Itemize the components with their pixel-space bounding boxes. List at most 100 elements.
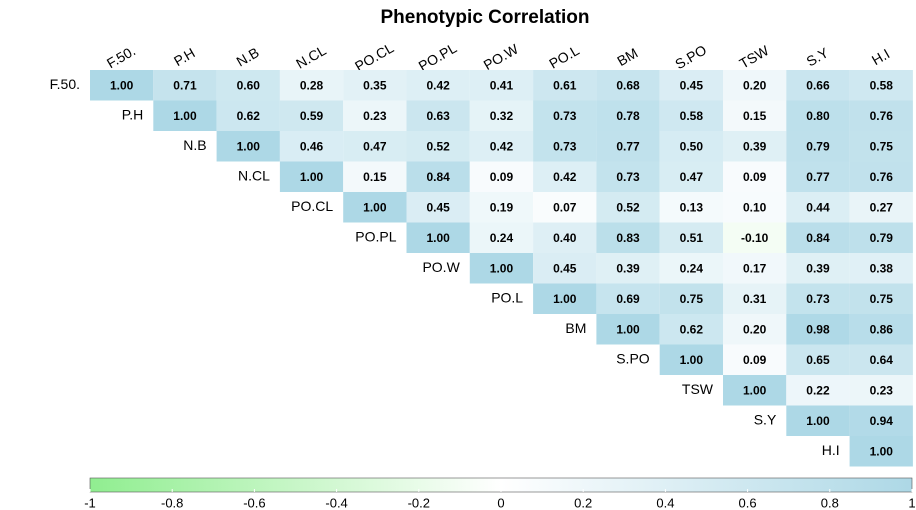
cell-label: 1.00 — [300, 170, 324, 184]
cell-label: 0.80 — [806, 109, 830, 123]
cell — [723, 344, 787, 375]
cell — [723, 131, 787, 162]
cell — [723, 314, 787, 345]
cell-label: 0.17 — [743, 261, 767, 275]
cell-label: 0.63 — [426, 109, 450, 123]
cell-label: 0.32 — [490, 109, 514, 123]
cell — [786, 314, 850, 345]
cell-label: 0.09 — [490, 170, 514, 184]
cell — [659, 344, 723, 375]
column-label: PO.W — [481, 40, 522, 73]
cell-label: 0.59 — [300, 109, 324, 123]
cell-label: 0.62 — [237, 109, 261, 123]
colorbar-tick-label: 1 — [908, 495, 915, 510]
cell-label: 0.58 — [680, 109, 704, 123]
row-label: F.50. — [50, 76, 80, 92]
cell-label: 0.38 — [870, 261, 894, 275]
column-label: P.H — [171, 45, 198, 70]
cell-label: 0.58 — [870, 78, 894, 92]
cell-label: 0.42 — [426, 78, 450, 92]
row-label: PO.W — [422, 259, 460, 275]
cell-label: 0.94 — [870, 414, 894, 428]
cell-label: 0.42 — [490, 139, 514, 153]
cell — [596, 314, 660, 345]
cell-label: 0.07 — [553, 200, 577, 214]
cell — [786, 222, 850, 253]
row-label: PO.L — [491, 289, 523, 305]
cell-label: 0.24 — [490, 231, 514, 245]
cell-label: 0.66 — [806, 78, 830, 92]
cell — [279, 70, 344, 101]
cell-label: 0.45 — [680, 78, 704, 92]
cell — [849, 375, 913, 406]
cell-label: 0.71 — [173, 78, 197, 92]
cell-label: 0.51 — [680, 231, 704, 245]
cell — [469, 222, 534, 253]
cell — [406, 222, 470, 253]
cell — [849, 131, 913, 162]
cell — [406, 100, 470, 131]
cell — [343, 100, 407, 131]
cell — [153, 70, 217, 101]
cell-label: 1.00 — [490, 261, 514, 275]
cell — [723, 283, 787, 314]
cell-label: 0.83 — [616, 231, 640, 245]
cell — [786, 375, 850, 406]
column-label: PO.PL — [416, 40, 460, 75]
cell — [659, 131, 723, 162]
cell — [469, 253, 534, 284]
cell-label: 0.52 — [616, 200, 640, 214]
cell — [596, 131, 660, 162]
cell — [786, 131, 850, 162]
cell — [659, 100, 723, 131]
cell — [533, 131, 597, 162]
cell — [723, 100, 787, 131]
cell — [723, 375, 787, 406]
cell — [659, 283, 723, 314]
cell — [279, 161, 344, 192]
cell-label: 0.24 — [680, 261, 704, 275]
cell — [659, 161, 723, 192]
cell-label: 0.61 — [553, 78, 577, 92]
cell — [723, 253, 787, 284]
cell — [90, 70, 154, 101]
colorbar-tick-label: 0.8 — [821, 495, 839, 510]
cell-label: 0.75 — [870, 292, 894, 306]
colorbar-tick-label: -0.6 — [243, 495, 265, 510]
row-label: S.Y — [754, 411, 777, 427]
colorbar-tick-label: -0.8 — [161, 495, 183, 510]
cell — [343, 131, 407, 162]
row-label: PO.PL — [355, 228, 396, 244]
cell — [406, 161, 470, 192]
chart-title: Phenotypic Correlation — [380, 7, 589, 28]
column-label: PO.CL — [352, 39, 397, 74]
cell — [849, 344, 913, 375]
cell — [596, 192, 660, 223]
cell — [849, 192, 913, 223]
cell-label: 0.27 — [870, 200, 894, 214]
cell — [406, 192, 470, 223]
row-label: S.PO — [616, 350, 650, 366]
cell — [279, 100, 344, 131]
cell — [849, 283, 913, 314]
cell — [406, 70, 470, 101]
cell-label: 0.09 — [743, 170, 767, 184]
cell — [343, 161, 407, 192]
cell — [343, 70, 407, 101]
cell-label: 0.42 — [553, 170, 577, 184]
cell-label: 0.76 — [870, 170, 894, 184]
cell — [469, 161, 534, 192]
cell-label: 0.73 — [553, 139, 577, 153]
cell — [533, 192, 597, 223]
cell — [469, 100, 534, 131]
cell-label: 0.76 — [870, 109, 894, 123]
cell — [279, 131, 344, 162]
colorbar-tick-label: -0.4 — [325, 495, 347, 510]
cell-label: 0.75 — [680, 292, 704, 306]
cell — [723, 70, 787, 101]
cell-label: 0.20 — [743, 78, 767, 92]
cell — [533, 253, 597, 284]
cell — [723, 222, 787, 253]
cell-label: -0.10 — [741, 231, 769, 245]
cell-label: 0.79 — [806, 139, 830, 153]
